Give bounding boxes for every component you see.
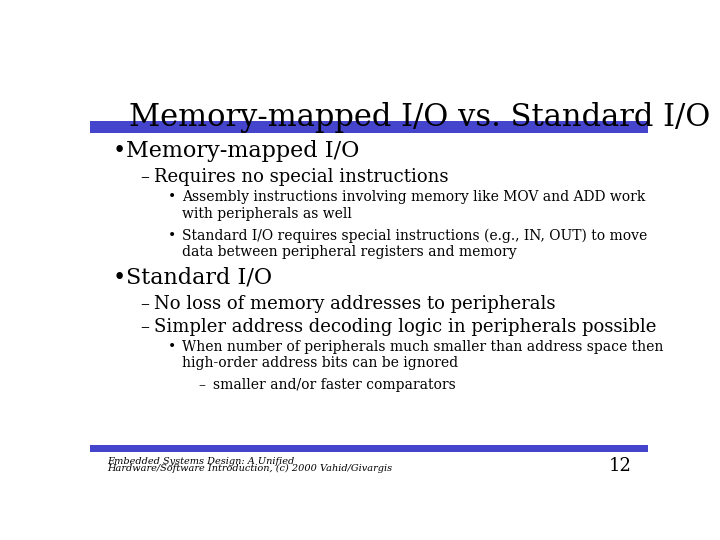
- Bar: [90, 445, 648, 453]
- Text: Memory-mapped I/O vs. Standard I/O: Memory-mapped I/O vs. Standard I/O: [129, 102, 711, 133]
- Text: Standard I/O: Standard I/O: [126, 267, 272, 289]
- Text: •: •: [168, 228, 176, 242]
- Text: –: –: [140, 318, 149, 335]
- Text: Hardware/Software Introduction, (c) 2000 Vahid/Givargis: Hardware/Software Introduction, (c) 2000…: [107, 464, 392, 473]
- Text: –: –: [199, 379, 206, 393]
- Text: •: •: [168, 340, 176, 354]
- Text: When number of peripherals much smaller than address space then
high-order addre: When number of peripherals much smaller …: [182, 340, 663, 370]
- Text: Simpler address decoding logic in peripherals possible: Simpler address decoding logic in periph…: [154, 318, 657, 335]
- Bar: [90, 121, 648, 133]
- Text: –: –: [140, 295, 149, 313]
- Text: No loss of memory addresses to peripherals: No loss of memory addresses to periphera…: [154, 295, 556, 313]
- Text: Embedded Systems Design: A Unified: Embedded Systems Design: A Unified: [107, 457, 294, 466]
- Text: Memory-mapped I/O: Memory-mapped I/O: [126, 140, 360, 161]
- Text: •: •: [168, 191, 176, 204]
- Text: –: –: [140, 168, 149, 186]
- Text: •: •: [112, 140, 125, 161]
- Text: smaller and/or faster comparators: smaller and/or faster comparators: [213, 379, 456, 393]
- Text: Requires no special instructions: Requires no special instructions: [154, 168, 449, 186]
- Text: 12: 12: [608, 457, 631, 475]
- Text: •: •: [112, 267, 125, 289]
- Text: Assembly instructions involving memory like MOV and ADD work
with peripherals as: Assembly instructions involving memory l…: [182, 191, 645, 220]
- Text: Standard I/O requires special instructions (e.g., IN, OUT) to move
data between : Standard I/O requires special instructio…: [182, 228, 647, 259]
